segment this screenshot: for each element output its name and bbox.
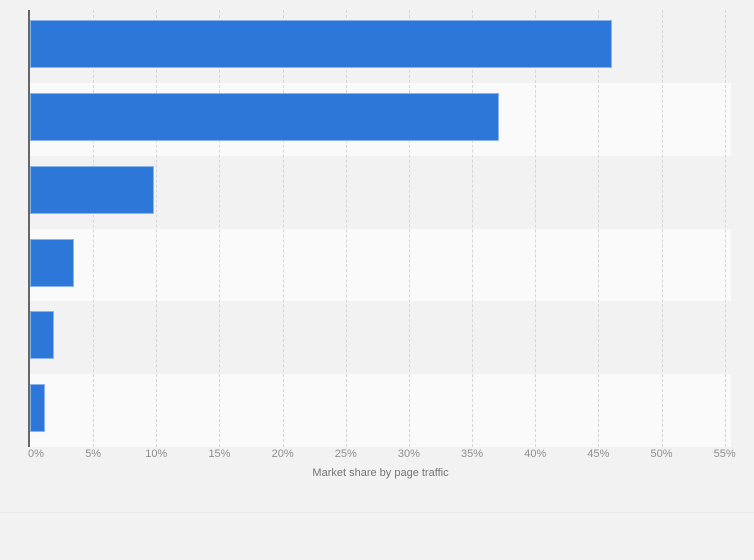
gridline (282, 10, 284, 447)
footer-divider (0, 512, 754, 513)
gridline (472, 10, 474, 447)
x-axis-title: Market share by page traffic (312, 467, 449, 479)
x-tick-label: 50% (650, 448, 673, 460)
bar[interactable] (30, 20, 612, 68)
plot-area (30, 10, 731, 447)
x-tick-label: 30% (397, 448, 420, 460)
category-axis-line (28, 10, 30, 447)
category-band (30, 228, 731, 302)
gridline (535, 10, 537, 447)
gridline (219, 10, 221, 447)
x-tick-label: 25% (334, 448, 357, 460)
category-band (30, 374, 731, 447)
gridline (598, 10, 600, 447)
gridline (156, 10, 158, 447)
category-band (30, 301, 731, 375)
x-tick-label: 20% (271, 448, 294, 460)
x-tick-label: 40% (524, 448, 547, 460)
gridline (724, 10, 726, 447)
x-tick-label: 5% (85, 448, 102, 460)
bar[interactable] (30, 311, 54, 360)
bar[interactable] (30, 165, 154, 214)
gridline (93, 10, 95, 447)
x-axis-tick-labels: 0% 5% 10% 15% 20% 25% 30% 35% 40% 45% 50% 55% (0, 448, 754, 462)
x-tick-label: 15% (208, 448, 231, 460)
gridline (345, 10, 347, 447)
x-tick-label: 35% (461, 448, 484, 460)
gridline (661, 10, 663, 447)
x-tick-label: 55% (713, 448, 736, 460)
x-tick-label: 10% (145, 448, 168, 460)
gridline (408, 10, 410, 447)
x-tick-label: 45% (587, 448, 610, 460)
bar[interactable] (30, 92, 499, 141)
x-tick-label: 0% (28, 448, 44, 460)
bar[interactable] (30, 238, 74, 287)
bar[interactable] (30, 384, 45, 433)
